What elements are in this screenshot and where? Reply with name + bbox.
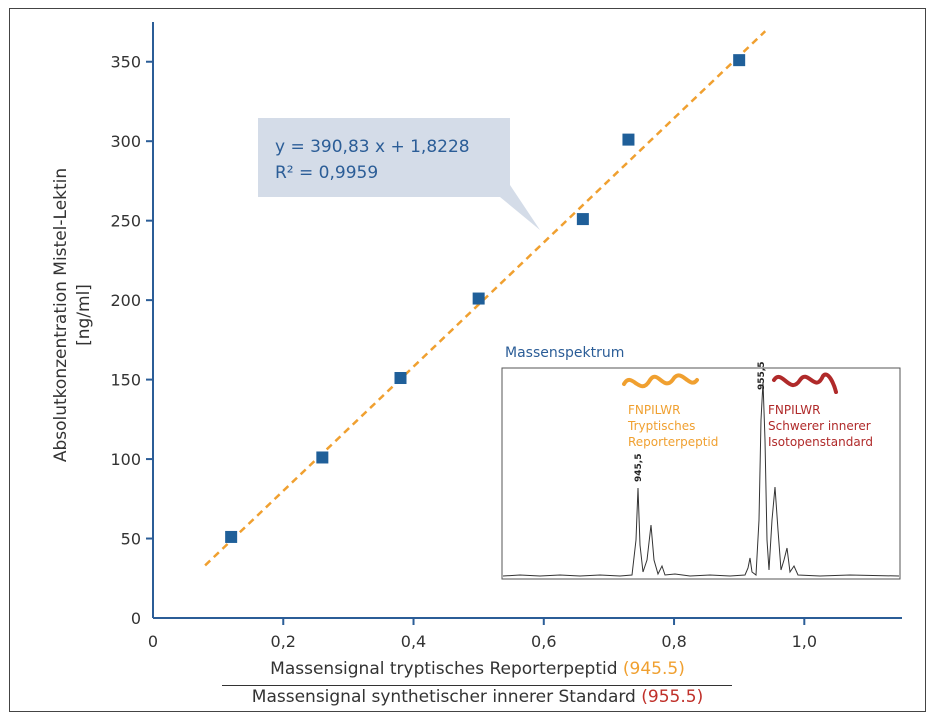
y-tick-label: 200: [110, 291, 141, 310]
isotope-standard-icon: [772, 372, 838, 394]
x-tick-label: 0,6: [531, 632, 556, 651]
figure-frame: [9, 8, 926, 712]
y-axis-label-line1: Absolutkonzentration Mistel-Lektin: [51, 168, 71, 462]
x-tick-label: 0,4: [401, 632, 426, 651]
data-point: [576, 213, 589, 226]
x-tick-label: 0,2: [271, 632, 296, 651]
y-tick-label: 100: [110, 450, 141, 469]
data-point: [472, 292, 485, 305]
mass-spectrum-inset: Massenspektrum 945,5 955,5 FNPILWR Trypt…: [468, 338, 908, 598]
spectrum-trace: [502, 381, 900, 577]
data-point: [733, 54, 746, 67]
isotope-label-line3: Isotopenstandard: [768, 435, 873, 449]
x-tick-label: 0,8: [661, 632, 686, 651]
spectrum-frame: [501, 367, 901, 580]
data-point: [316, 451, 329, 464]
reporter-label-line3: Reporterpeptid: [628, 435, 718, 449]
r-squared-text: R² = 0,9959: [275, 163, 378, 183]
y-tick-label: 350: [110, 53, 141, 72]
y-tick-label: 50: [121, 530, 141, 549]
reporter-label-line1: FNPILWR: [628, 403, 680, 417]
inset-title: Massenspektrum: [505, 345, 624, 361]
x-label-denominator-text: Massensignal synthetischer innerer Stand…: [251, 687, 636, 707]
x-label-numerator-value: (945.5): [622, 659, 685, 679]
data-point: [394, 372, 407, 385]
data-point: [622, 133, 635, 146]
fraction-bar: [222, 685, 732, 686]
y-tick-label: 150: [110, 371, 141, 390]
y-axis-label-line2: [ng/ml]: [74, 284, 94, 346]
peak2-label: 955,5: [757, 362, 767, 390]
isotope-label-line1: FNPILWR: [768, 403, 820, 417]
x-label-numerator-text: Massensignal tryptisches Reporterpeptid: [270, 659, 618, 679]
trend-line: [204, 30, 767, 567]
y-tick-label: 250: [110, 212, 141, 231]
x-label-denominator-value: (955.5): [641, 687, 704, 707]
peak1-label: 945,5: [634, 454, 644, 482]
data-point: [225, 530, 238, 543]
isotope-label-line2: Schwerer innerer: [768, 419, 871, 433]
equation-text: y = 390,83 x + 1,8228: [275, 137, 470, 157]
y-tick-label: 300: [110, 132, 141, 151]
x-tick-label: 1,0: [792, 632, 817, 651]
x-tick-label: 0: [148, 632, 158, 651]
reporter-label-line2: Tryptisches: [627, 419, 695, 433]
inset-background: [468, 338, 908, 598]
x-axis-label-denominator: Massensignal synthetischer innerer Stand…: [205, 687, 750, 707]
y-tick-label: 0: [131, 609, 141, 628]
reporter-peptide-icon: [622, 373, 699, 389]
x-axis-label-numerator: Massensignal tryptisches Reporterpeptid …: [205, 659, 750, 679]
equation-callout: [258, 118, 540, 230]
